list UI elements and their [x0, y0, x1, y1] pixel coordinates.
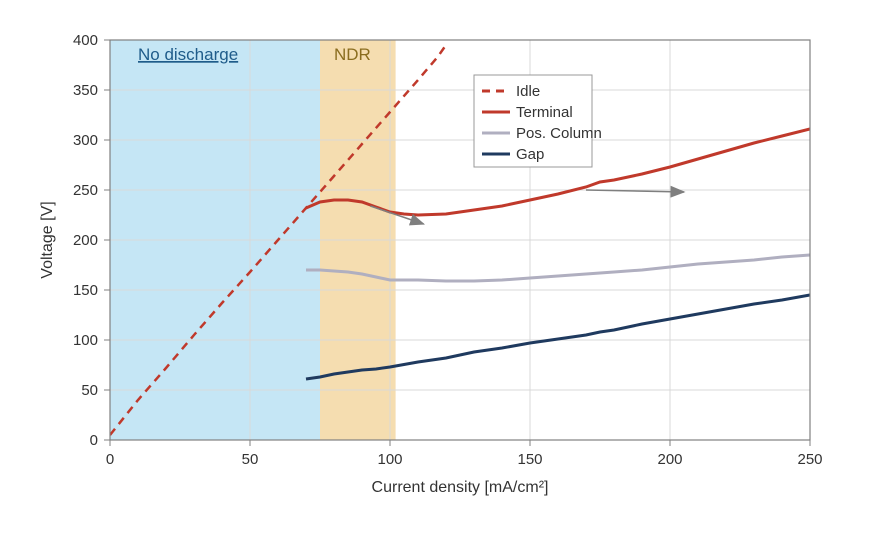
region-label-no-discharge: No discharge	[138, 45, 238, 64]
y-tick-label: 250	[73, 182, 98, 199]
x-tick-label: 200	[657, 451, 682, 468]
y-tick-label: 350	[73, 82, 98, 99]
x-axis-label: Current density [mA/cm²]	[372, 479, 549, 496]
legend-label: Idle	[516, 83, 540, 100]
y-tick-label: 200	[73, 232, 98, 249]
y-axis-label: Voltage [V]	[39, 201, 56, 278]
legend-label: Terminal	[516, 104, 573, 121]
legend-label: Gap	[516, 146, 544, 163]
voltage-current-chart: No discharge NDR 0 50 100 150 200 250 0 50 100 150 2…	[20, 20, 854, 517]
x-tick-label: 0	[106, 451, 114, 468]
x-tick-label: 150	[517, 451, 542, 468]
y-tick-label: 100	[73, 332, 98, 349]
y-tick-label: 400	[73, 32, 98, 49]
y-tick-label: 150	[73, 282, 98, 299]
region-label-ndr: NDR	[334, 45, 371, 64]
x-tick-label: 50	[242, 451, 259, 468]
x-tick-label: 250	[797, 451, 822, 468]
y-tick-label: 300	[73, 132, 98, 149]
y-tick-label: 50	[81, 382, 98, 399]
legend-label: Pos. Column	[516, 125, 602, 142]
x-tick-label: 100	[377, 451, 402, 468]
y-tick-label: 0	[90, 432, 98, 449]
chart-container: No discharge NDR 0 50 100 150 200 250 0 50 100 150 2…	[20, 20, 854, 517]
